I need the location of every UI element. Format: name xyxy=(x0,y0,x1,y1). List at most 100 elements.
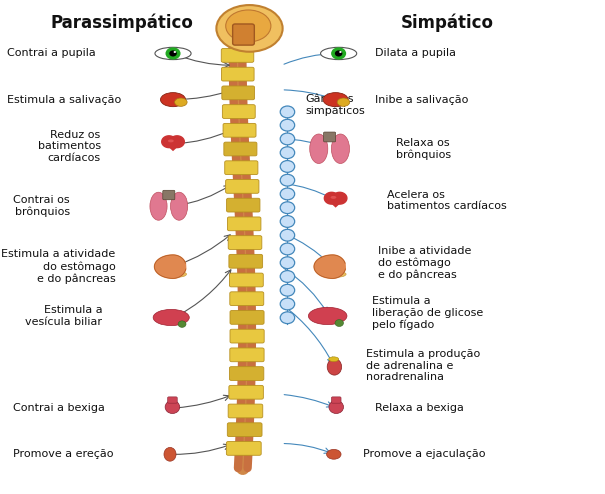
Ellipse shape xyxy=(155,47,191,60)
Ellipse shape xyxy=(164,448,176,461)
Polygon shape xyxy=(324,192,339,204)
Text: Simpático: Simpático xyxy=(401,14,494,32)
Polygon shape xyxy=(325,198,347,207)
Text: Promove a ejaculação: Promove a ejaculação xyxy=(363,450,485,459)
Circle shape xyxy=(280,202,295,213)
Circle shape xyxy=(335,50,342,56)
Circle shape xyxy=(169,50,177,56)
Ellipse shape xyxy=(175,98,187,106)
Ellipse shape xyxy=(329,357,339,362)
Polygon shape xyxy=(162,141,184,151)
Polygon shape xyxy=(162,136,176,148)
Text: Estimula a
liberação de glicose
pelo fígado: Estimula a liberação de glicose pelo fíg… xyxy=(371,296,483,329)
FancyBboxPatch shape xyxy=(226,442,261,455)
Circle shape xyxy=(280,215,295,227)
Ellipse shape xyxy=(165,401,180,413)
Text: Promove a ereção: Promove a ereção xyxy=(13,450,114,459)
FancyBboxPatch shape xyxy=(163,190,175,200)
Circle shape xyxy=(280,147,295,159)
Circle shape xyxy=(339,51,342,53)
Text: Contrai os
brônquios: Contrai os brônquios xyxy=(13,195,70,217)
FancyBboxPatch shape xyxy=(233,24,254,45)
Circle shape xyxy=(280,271,295,283)
Text: Relaxa a bexiga: Relaxa a bexiga xyxy=(374,403,463,413)
Text: Acelera os
batimentos cardíacos: Acelera os batimentos cardíacos xyxy=(387,190,506,211)
Ellipse shape xyxy=(337,98,350,106)
Ellipse shape xyxy=(150,192,167,220)
Ellipse shape xyxy=(332,134,350,164)
Text: Relaxa os
brônquios: Relaxa os brônquios xyxy=(396,138,451,160)
FancyBboxPatch shape xyxy=(227,423,262,437)
Ellipse shape xyxy=(326,271,346,277)
Circle shape xyxy=(178,321,186,328)
Ellipse shape xyxy=(327,450,341,459)
FancyBboxPatch shape xyxy=(332,397,341,403)
Circle shape xyxy=(280,133,295,145)
FancyBboxPatch shape xyxy=(324,132,336,142)
FancyBboxPatch shape xyxy=(229,273,263,287)
Text: Dilata a pupila: Dilata a pupila xyxy=(374,48,456,58)
Polygon shape xyxy=(314,255,345,278)
Circle shape xyxy=(280,119,295,131)
FancyBboxPatch shape xyxy=(221,67,254,81)
Circle shape xyxy=(174,51,176,53)
Ellipse shape xyxy=(217,5,283,52)
FancyBboxPatch shape xyxy=(229,385,263,399)
Circle shape xyxy=(280,188,295,200)
Circle shape xyxy=(280,285,295,296)
FancyBboxPatch shape xyxy=(223,124,256,137)
FancyBboxPatch shape xyxy=(226,179,259,193)
FancyBboxPatch shape xyxy=(227,217,261,231)
FancyBboxPatch shape xyxy=(228,236,262,249)
Ellipse shape xyxy=(166,271,186,277)
Polygon shape xyxy=(170,136,185,148)
FancyBboxPatch shape xyxy=(230,311,264,324)
Text: Reduz os
batimentos
cardíacos: Reduz os batimentos cardíacos xyxy=(38,130,100,163)
FancyBboxPatch shape xyxy=(226,198,260,212)
Circle shape xyxy=(335,320,344,327)
Circle shape xyxy=(280,312,295,324)
FancyBboxPatch shape xyxy=(230,348,264,362)
Text: Estimula a salivação: Estimula a salivação xyxy=(7,95,122,105)
Circle shape xyxy=(280,243,295,255)
Polygon shape xyxy=(154,255,186,278)
Circle shape xyxy=(280,174,295,186)
Ellipse shape xyxy=(153,309,189,326)
Text: Inibe a atividade
do estômago
e do pâncreas: Inibe a atividade do estômago e do pâncr… xyxy=(378,246,471,280)
Ellipse shape xyxy=(329,401,344,413)
FancyBboxPatch shape xyxy=(224,142,257,156)
Ellipse shape xyxy=(160,92,186,107)
Text: Contrai a bexiga: Contrai a bexiga xyxy=(13,403,105,413)
Ellipse shape xyxy=(327,359,342,375)
Polygon shape xyxy=(333,192,347,204)
Circle shape xyxy=(166,47,180,60)
Ellipse shape xyxy=(168,139,174,142)
Ellipse shape xyxy=(171,192,188,220)
FancyBboxPatch shape xyxy=(224,161,258,174)
Text: Inibe a salivação: Inibe a salivação xyxy=(374,95,468,105)
FancyBboxPatch shape xyxy=(228,404,263,418)
Ellipse shape xyxy=(321,47,357,60)
Text: Estimula a
vesícula biliar: Estimula a vesícula biliar xyxy=(25,305,102,327)
Ellipse shape xyxy=(226,10,271,42)
Text: Contrai a pupila: Contrai a pupila xyxy=(7,48,96,58)
FancyBboxPatch shape xyxy=(229,367,264,380)
Circle shape xyxy=(280,298,295,310)
FancyBboxPatch shape xyxy=(230,292,264,306)
Circle shape xyxy=(280,257,295,269)
Ellipse shape xyxy=(310,134,328,164)
Ellipse shape xyxy=(323,92,348,107)
FancyBboxPatch shape xyxy=(223,105,255,119)
Circle shape xyxy=(280,161,295,172)
Text: Estimula a produção
de adrenalina e
noradrenalina: Estimula a produção de adrenalina e nora… xyxy=(366,349,480,382)
FancyBboxPatch shape xyxy=(168,397,177,403)
Text: Gânglios
simpáticos: Gânglios simpáticos xyxy=(306,93,365,116)
Circle shape xyxy=(280,229,295,241)
Circle shape xyxy=(331,47,346,60)
FancyBboxPatch shape xyxy=(230,329,264,343)
Ellipse shape xyxy=(309,307,347,325)
FancyBboxPatch shape xyxy=(229,254,263,268)
Text: Estimula a atividade
do estômago
e do pâncreas: Estimula a atividade do estômago e do pâ… xyxy=(1,249,116,284)
FancyBboxPatch shape xyxy=(221,48,253,62)
FancyBboxPatch shape xyxy=(222,86,255,100)
